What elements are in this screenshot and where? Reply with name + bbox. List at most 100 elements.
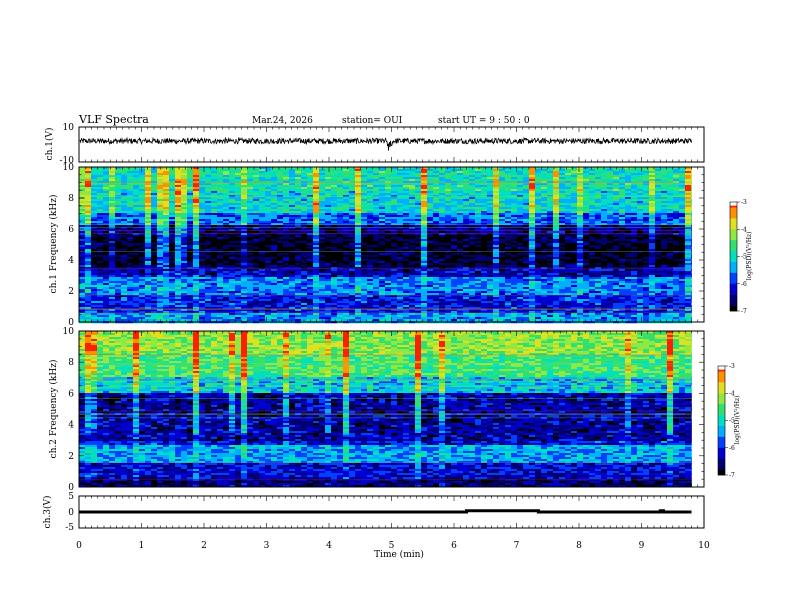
spectrogram-cell	[241, 253, 247, 255]
spectrogram-cell	[469, 193, 475, 195]
spectrogram-cell	[415, 237, 421, 239]
spectrogram-cell	[409, 209, 415, 211]
spectrogram-cell	[277, 231, 283, 233]
spectrogram-cell	[451, 235, 457, 237]
spectrogram-cell	[415, 175, 421, 177]
spectrogram-cell	[277, 207, 283, 209]
spectrogram-cell	[121, 235, 127, 237]
spectrogram-cell	[613, 235, 619, 237]
spectrogram-cell	[667, 207, 673, 209]
spectrogram-cell	[217, 215, 223, 217]
spectrogram-cell	[601, 249, 607, 251]
spectrogram-cell	[571, 205, 577, 207]
spectrogram-cell	[193, 235, 199, 237]
spectrogram-cell	[337, 249, 343, 251]
spectrogram-cell	[487, 247, 493, 249]
spectrogram-cell	[463, 239, 469, 241]
spectrogram-cell	[397, 187, 403, 189]
spectrogram-cell	[529, 205, 535, 207]
spectrogram-cell	[427, 249, 433, 251]
spectrogram-cell	[127, 219, 133, 221]
spectrogram-cell	[667, 171, 673, 173]
spectrogram-cell	[307, 253, 313, 255]
spectrogram-cell	[691, 179, 692, 181]
spectrogram-cell	[187, 203, 193, 205]
spectrogram-cell	[391, 175, 397, 177]
spectrogram-cell	[85, 189, 91, 191]
spectrogram-cell	[529, 209, 535, 211]
spectrogram-cell	[343, 203, 349, 205]
spectrogram-cell	[349, 191, 355, 193]
spectrogram-cell	[427, 169, 433, 171]
spectrogram-cell	[235, 235, 241, 237]
spectrogram-cell	[235, 231, 241, 233]
spectrogram-cell	[463, 251, 469, 253]
spectrogram-cell	[463, 205, 469, 207]
spectrogram-cell	[181, 191, 187, 193]
spectrogram-cell	[325, 187, 331, 189]
spectrogram-cell	[439, 187, 445, 189]
spectrogram-cell	[457, 211, 463, 213]
spectrogram-cell	[691, 197, 692, 199]
spectrogram-cell	[595, 191, 601, 193]
spectrogram-cell	[541, 177, 547, 179]
spectrogram-cell	[367, 175, 373, 177]
spectrogram-cell	[331, 245, 337, 247]
spectrogram-cell	[643, 211, 649, 213]
spectrogram-cell	[631, 207, 637, 209]
spectrogram-cell	[469, 185, 475, 187]
spectrogram-cell	[679, 255, 685, 257]
spectrogram-cell	[373, 205, 379, 207]
spectrogram-cell	[625, 253, 631, 255]
spectrogram-cell	[91, 253, 97, 255]
spectrogram-cell	[469, 247, 475, 249]
spectrogram-cell	[445, 201, 451, 203]
spectrogram-cell	[361, 231, 367, 233]
spectrogram-cell	[145, 201, 151, 203]
spectrogram-cell	[421, 239, 427, 241]
spectrogram-cell	[211, 173, 217, 175]
spectrogram-cell	[553, 197, 559, 199]
spectrogram-cell	[133, 257, 139, 259]
spectrogram-cell	[607, 195, 613, 197]
spectrogram-cell	[163, 183, 169, 185]
spectrogram-cell	[97, 189, 103, 191]
spectrogram-cell	[367, 249, 373, 251]
spectrogram-cell	[691, 237, 692, 239]
spectrogram-cell	[79, 199, 85, 201]
spectrogram-cell	[685, 233, 691, 235]
spectrogram-cell	[379, 251, 385, 253]
spectrogram-cell	[103, 225, 109, 227]
spectrogram-cell	[145, 217, 151, 219]
spectrogram-cell	[691, 209, 692, 211]
spectrogram-cell	[157, 219, 163, 221]
spectrogram-cell	[415, 241, 421, 243]
spectrogram-cell	[391, 179, 397, 181]
spectrogram-cell	[427, 233, 433, 235]
spectrogram-cell	[385, 221, 391, 223]
spectrogram-cell	[619, 255, 625, 257]
spectrogram-cell	[547, 177, 553, 179]
spectrogram-cell	[247, 259, 253, 261]
spectrogram-cell	[439, 231, 445, 233]
spectrogram-cell	[397, 195, 403, 197]
spectrogram-cell	[223, 213, 229, 215]
spectrogram-cell	[427, 183, 433, 185]
spectrogram-cell	[559, 235, 565, 237]
spectrogram-cell	[319, 193, 325, 195]
spectrogram-cell	[109, 199, 115, 201]
spectrogram-cell	[517, 217, 523, 219]
spectrogram-cell	[121, 185, 127, 187]
spectrogram-cell	[427, 255, 433, 257]
spectrogram-cell	[445, 173, 451, 175]
spectrogram-cell	[337, 203, 343, 205]
spectrogram-cell	[109, 205, 115, 207]
spectrogram-cell	[253, 235, 259, 237]
spectrogram-cell	[193, 189, 199, 191]
spectrogram-cell	[145, 187, 151, 189]
spectrogram-cell	[463, 257, 469, 259]
spectrogram-cell	[397, 233, 403, 235]
spectrogram-cell	[601, 205, 607, 207]
spectrogram-cell	[643, 241, 649, 243]
spectrogram-cell	[541, 233, 547, 235]
